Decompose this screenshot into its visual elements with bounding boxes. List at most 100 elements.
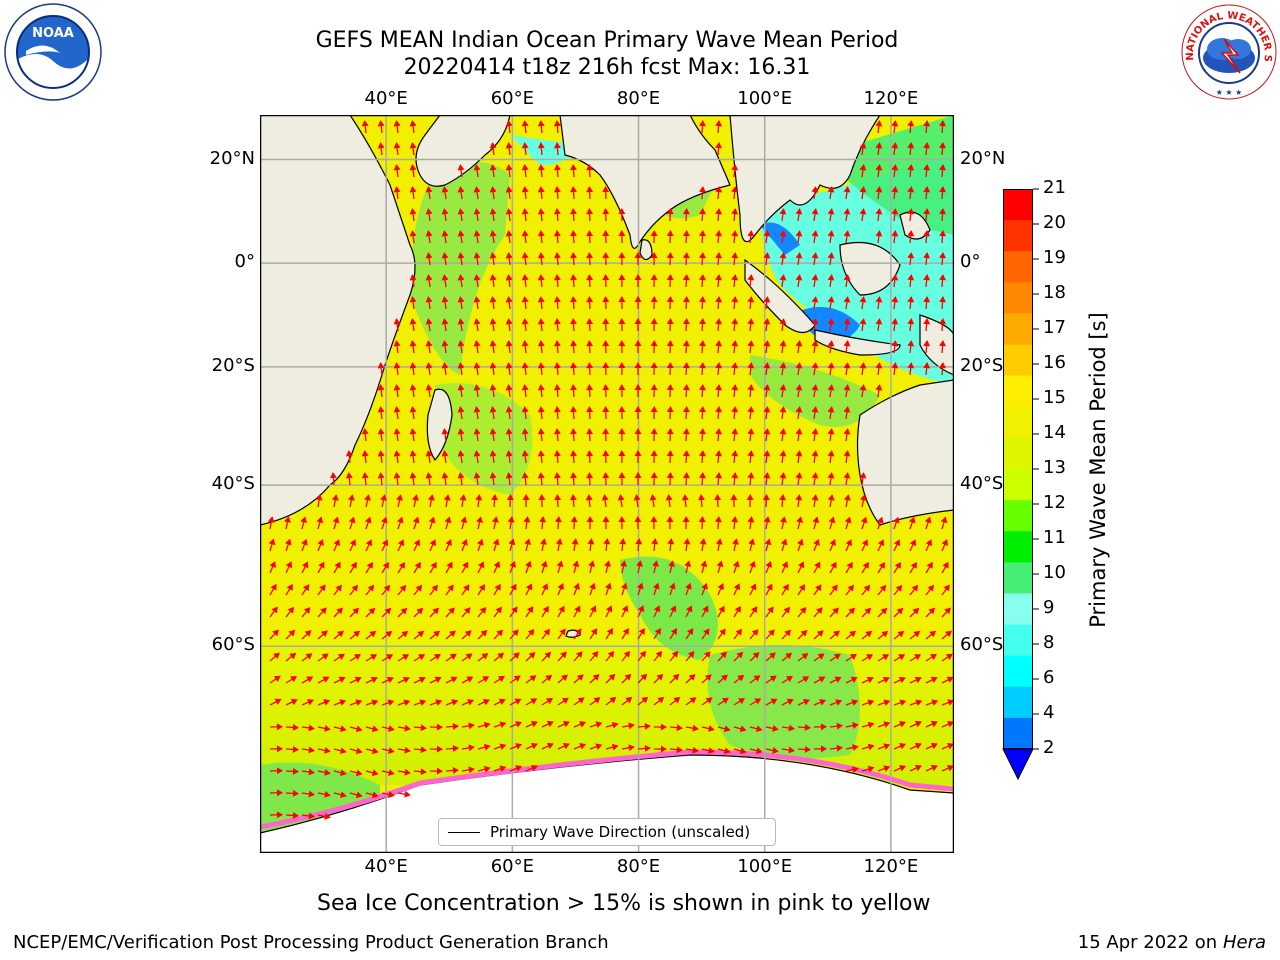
map-legend: Primary Wave Direction (unscaled) <box>438 818 776 846</box>
wave-arrow-head <box>605 605 613 613</box>
wave-arrow-head <box>682 450 690 457</box>
wave-arrow-head <box>699 186 706 193</box>
wave-arrow-head <box>891 208 899 215</box>
axis-tick-label: 80°E <box>616 88 661 109</box>
wave-arrow-head <box>383 584 391 592</box>
wave-arrow-head <box>505 472 513 479</box>
wave-arrow-head <box>301 538 308 546</box>
wave-arrow-head <box>866 654 874 661</box>
wave-arrow-head <box>441 296 449 303</box>
wave-arrow-head <box>811 340 819 347</box>
wave-arrow-head <box>829 539 836 546</box>
wave-arrow-head <box>441 472 449 479</box>
wave-arrow-head <box>457 340 465 347</box>
wave-arrow-head <box>468 766 475 774</box>
colorbar-tick-label: 4 <box>1043 702 1055 723</box>
wave-arrow-head <box>317 538 324 546</box>
wave-arrow-head <box>815 584 822 592</box>
wave-arrow-head <box>441 428 449 435</box>
wave-arrow-head <box>650 406 658 413</box>
colorbar-segment <box>1003 251 1033 283</box>
wave-arrow-head <box>682 428 690 435</box>
wave-arrow-head <box>553 472 561 479</box>
wave-arrow-head <box>586 428 594 435</box>
wave-arrow-head <box>457 230 465 237</box>
wave-arrow-head <box>457 428 465 435</box>
wave-arrow-head <box>602 384 610 391</box>
wave-arrow-head <box>660 723 667 731</box>
wave-arrow-head <box>521 142 529 149</box>
wave-arrow-head <box>755 747 763 755</box>
wave-arrow-head <box>650 384 658 391</box>
wave-arrow-head <box>393 450 401 457</box>
wave-arrow-head <box>491 516 499 523</box>
wave-arrow-head <box>811 428 819 435</box>
wave-arrow-head <box>425 230 433 237</box>
wave-arrow-head <box>425 384 433 391</box>
wave-arrow-head <box>860 494 867 501</box>
wave-arrow-head <box>593 697 601 704</box>
wave-arrow-head <box>907 230 915 237</box>
wave-arrow-head <box>618 406 626 413</box>
wave-arrow-head <box>602 296 610 303</box>
wave-arrow-head <box>730 494 738 501</box>
wave-arrow-head <box>591 651 599 658</box>
wave-arrow-head <box>721 674 728 682</box>
wave-arrow-head <box>507 516 515 523</box>
wave-arrow-head <box>699 340 706 347</box>
wave-arrow-head <box>845 539 853 547</box>
wave-arrow-head <box>273 675 281 682</box>
wave-arrow-head <box>508 538 516 546</box>
wave-arrow-head <box>570 450 577 457</box>
wave-arrow-head <box>511 606 518 614</box>
wave-arrow-head <box>843 186 851 193</box>
wave-arrow-head <box>779 252 787 259</box>
colorbar-segment <box>1003 469 1033 501</box>
wave-arrow-head <box>939 274 947 281</box>
wave-arrow-head <box>449 630 456 638</box>
wave-arrow-head <box>602 450 610 457</box>
wave-arrow-head <box>798 561 805 569</box>
wave-arrow-head <box>608 673 616 681</box>
wave-arrow-head <box>763 362 771 369</box>
colorbar-tick-label: 17 <box>1043 317 1066 338</box>
wave-arrow-head <box>432 607 439 615</box>
wave-arrow-head <box>304 630 312 637</box>
green-zone-central <box>620 556 718 660</box>
wave-arrow-head <box>355 747 363 755</box>
wave-arrow-head <box>585 494 593 501</box>
wave-arrow-head <box>588 560 596 568</box>
wave-arrow-head <box>586 472 594 479</box>
wave-arrow-head <box>882 654 890 661</box>
wave-arrow-head <box>505 362 513 369</box>
wave-arrow-head <box>620 560 627 567</box>
wave-arrow-head <box>650 472 658 479</box>
wave-arrow-head <box>355 769 363 777</box>
wave-arrow-head <box>702 605 709 613</box>
colorbar-segment <box>1003 437 1033 470</box>
wave-arrow-head <box>883 721 891 728</box>
wave-arrow-head <box>907 186 915 193</box>
wave-arrow-head <box>715 362 723 369</box>
wave-arrow-head <box>634 274 642 281</box>
wave-arrow-head <box>336 607 343 615</box>
wave-arrow-head <box>602 472 610 479</box>
wave-arrow-head <box>489 230 497 237</box>
wave-arrow-head <box>927 584 934 592</box>
wave-arrow-head <box>315 494 323 501</box>
wave-arrow-head <box>899 765 906 772</box>
wave-arrow-head <box>898 654 906 661</box>
wave-arrow-head <box>795 230 803 237</box>
wave-arrow-head <box>747 296 755 303</box>
wave-arrow-head <box>861 539 869 547</box>
wave-arrow-head <box>323 699 331 706</box>
axis-tick-label: 20°N <box>960 147 1006 169</box>
wave-arrow-head <box>666 384 674 391</box>
wave-arrow-head <box>489 318 497 325</box>
wave-arrow-head <box>324 812 331 820</box>
wave-arrow-head <box>939 208 947 215</box>
wave-arrow-head <box>618 384 626 391</box>
wave-arrow-head <box>731 252 739 259</box>
wave-arrow-head <box>562 720 570 728</box>
wave-arrow-head <box>747 406 755 413</box>
